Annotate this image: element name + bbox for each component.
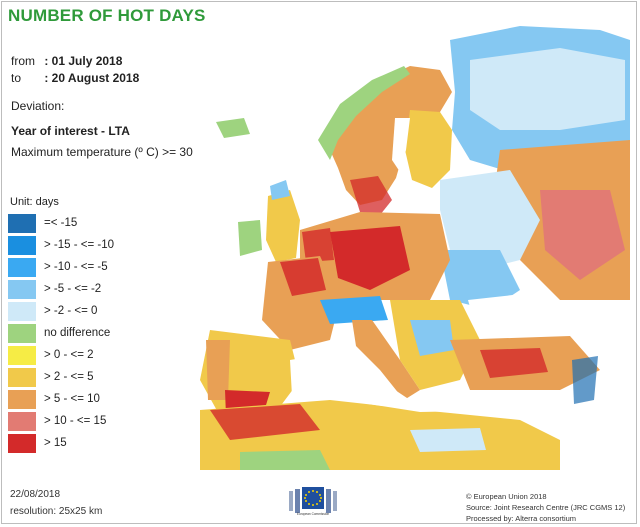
legend-label: > 10 - <= 15 [44,415,107,427]
legend-item: > 10 - <= 15 [8,412,188,432]
legend-item: > -10 - <= -5 [8,258,188,278]
legend-swatch [8,390,36,409]
period-from: from : 01 July 2018 [11,54,122,68]
map-region-russia-hot [540,190,625,280]
map-region-black-sea [468,292,560,340]
legend-label: > -2 - <= 0 [44,305,98,317]
map-region-italy [352,320,420,400]
copyright-text: © European Union 2018 [466,492,547,501]
legend-label: > 0 - <= 2 [44,349,94,361]
map-region-russia-light [470,48,625,130]
legend-label: > -15 - <= -10 [44,239,114,251]
map-region-great-britain [266,190,300,262]
map-region-maghreb-hot [210,404,320,440]
legend-swatch [8,302,36,321]
to-value: : 20 August 2018 [44,71,140,85]
legend-label: > 5 - <= 10 [44,393,100,405]
legend-item: > -5 - <= -2 [8,280,188,300]
map-region-balkans-blue [410,320,454,356]
map-region-sweden-south [350,176,392,215]
criterion-label: Maximum temperature (º C) >= 30 [11,145,193,159]
map-region-ireland [238,220,262,256]
deviation-label: Deviation: [11,99,65,113]
legend-swatch [8,434,36,453]
map-region-sahara-green [240,450,330,470]
unit-label: Unit: days [10,196,59,208]
legend-item: > 15 [8,434,188,454]
legend-label: =< -15 [44,217,78,229]
map-region-iberia-west [206,340,230,400]
source-text: Source: Joint Research Centre (JRC CGMS … [466,503,626,512]
map-region-gulf-bothnia [392,118,410,172]
map-region-ukraine-blue [440,250,520,310]
map-region-scotland [270,180,290,200]
page-title: NUMBER OF HOT DAYS [8,6,206,25]
map-region-finland [405,110,452,188]
legend-label: > 2 - <= 5 [44,371,94,383]
map-region-iceland [216,118,250,138]
european-commission-logo: European Commission [289,487,337,516]
legend-swatch [8,368,36,387]
from-label: from [11,54,35,68]
legend-label: no difference [44,327,111,339]
map-resolution: resolution: 25x25 km [10,506,103,517]
legend-swatch [8,346,36,365]
legend-item: > -15 - <= -10 [8,236,188,256]
map-region-norway-coast [318,66,410,160]
legend-item: > 0 - <= 2 [8,346,188,366]
legend-label: > 15 [44,437,67,449]
map-date: 22/08/2018 [10,489,61,500]
map-region-levant [572,356,598,404]
legend-swatch [8,280,36,299]
legend-label: > -5 - <= -2 [44,283,102,295]
to-label: to [11,71,22,85]
period-to: to : 20 August 2018 [11,71,139,85]
legend-item: no difference [8,324,188,344]
map-region-baltic-east [440,170,540,270]
map-region-mediterranean [290,350,520,412]
map-region-sahara-blue [410,428,486,452]
legend-swatch [8,258,36,277]
from-value: : 01 July 2018 [44,54,123,68]
legend-item: > -2 - <= 0 [8,302,188,322]
processed-text: Processed by: Alterra consortium [466,514,577,523]
legend-swatch [8,236,36,255]
map-region-benelux [302,228,334,262]
legend-item: > 2 - <= 5 [8,368,188,388]
legend-label: > -10 - <= -5 [44,261,108,273]
map-region-germany-hot [330,226,410,290]
legend-swatch [8,214,36,233]
legend-swatch [8,412,36,431]
legend-item: =< -15 [8,214,188,234]
logo-caption: European Commission [297,512,329,516]
legend-swatch [8,324,36,343]
map-region-alps [320,296,388,324]
comparison-label: Year of interest - LTA [11,124,130,138]
map-region-turkey-hot [480,348,548,378]
legend-item: > 5 - <= 10 [8,390,188,410]
map-region-france-north [280,258,326,296]
